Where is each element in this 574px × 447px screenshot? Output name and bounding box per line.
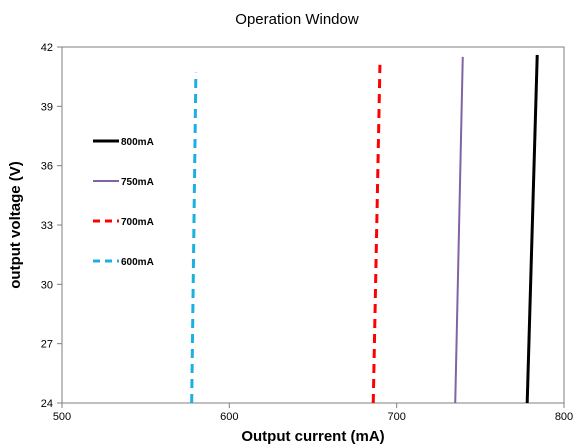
x-tick-label: 600 [220,411,238,423]
series-lines [190,54,539,404]
legend-label-750mA: 750mA [121,177,154,188]
y-tick-label: 30 [41,279,53,291]
legend-label-700mA: 700mA [121,217,154,228]
y-tick-label: 27 [41,339,53,351]
x-axis: 500 600 700 800 [53,403,573,423]
y-tick-label: 24 [41,398,53,410]
plot-area [61,46,565,404]
y-tick-label: 42 [41,42,53,54]
y-axis: 24 27 30 33 36 39 42 [41,42,62,410]
legend-label-600mA: 600mA [121,257,154,268]
y-axis-title: output voltage (V) [7,161,24,289]
y-tick-label: 36 [41,161,53,173]
chart-title: Operation Window [235,11,359,28]
series-line-700mA [371,64,382,404]
series-line-600mA [190,72,198,404]
series-line-750mA [454,56,464,404]
y-tick-label: 39 [41,101,53,113]
x-tick-label: 700 [387,411,405,423]
x-tick-label: 800 [555,411,573,423]
x-axis-title: Output current (mA) [241,428,384,445]
legend-label-800mA: 800mA [121,137,154,148]
series-line-800mA [525,54,539,404]
x-tick-label: 500 [53,411,71,423]
y-tick-label: 33 [41,220,53,232]
legend: 800mA 750mA 700mA 600mA [93,137,154,268]
